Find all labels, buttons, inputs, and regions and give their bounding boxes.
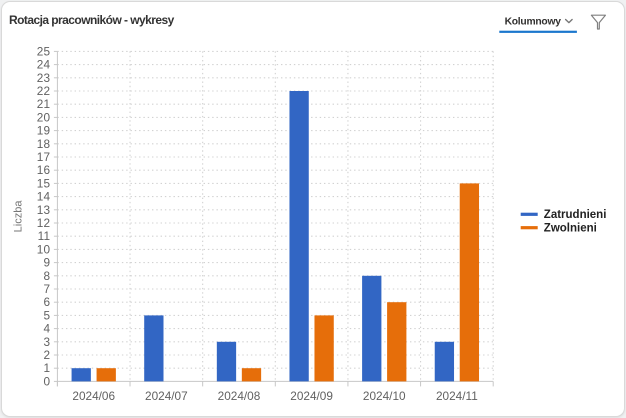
svg-text:Rotacja pracowników - wykresy: Rotacja pracowników - wykresy — [9, 13, 175, 27]
svg-text:12: 12 — [37, 216, 50, 230]
svg-text:11: 11 — [38, 229, 51, 243]
svg-text:22: 22 — [37, 84, 50, 98]
svg-text:3: 3 — [43, 335, 50, 349]
svg-text:5: 5 — [43, 308, 50, 322]
svg-text:9: 9 — [43, 256, 50, 270]
svg-text:19: 19 — [37, 124, 50, 138]
svg-text:10: 10 — [37, 242, 51, 256]
svg-text:25: 25 — [37, 44, 51, 58]
svg-text:2024/09: 2024/09 — [290, 389, 333, 403]
svg-text:18: 18 — [37, 137, 51, 151]
svg-text:2: 2 — [43, 348, 50, 362]
svg-text:Zwolnieni: Zwolnieni — [544, 222, 597, 234]
svg-text:0: 0 — [43, 374, 50, 388]
svg-text:24: 24 — [37, 58, 51, 72]
svg-text:2024/07: 2024/07 — [145, 389, 188, 403]
svg-text:17: 17 — [37, 150, 50, 164]
svg-text:2024/06: 2024/06 — [72, 389, 115, 403]
svg-text:4: 4 — [43, 322, 50, 336]
svg-text:1: 1 — [43, 361, 50, 375]
svg-text:13: 13 — [37, 203, 51, 217]
svg-text:Zatrudnieni: Zatrudnieni — [544, 209, 607, 221]
svg-text:7: 7 — [43, 282, 50, 296]
svg-text:2024/11: 2024/11 — [436, 389, 478, 403]
svg-text:21: 21 — [37, 97, 50, 111]
svg-text:15: 15 — [37, 176, 51, 190]
svg-text:6: 6 — [43, 295, 50, 309]
svg-text:23: 23 — [37, 71, 51, 85]
svg-text:2024/10: 2024/10 — [363, 389, 406, 403]
svg-text:8: 8 — [43, 269, 50, 283]
svg-text:14: 14 — [37, 190, 51, 204]
svg-text:20: 20 — [37, 110, 51, 124]
svg-text:Liczba: Liczba — [13, 200, 25, 233]
svg-text:Kolumnowy: Kolumnowy — [505, 17, 562, 28]
svg-text:16: 16 — [37, 163, 51, 177]
svg-text:2024/08: 2024/08 — [218, 389, 261, 403]
